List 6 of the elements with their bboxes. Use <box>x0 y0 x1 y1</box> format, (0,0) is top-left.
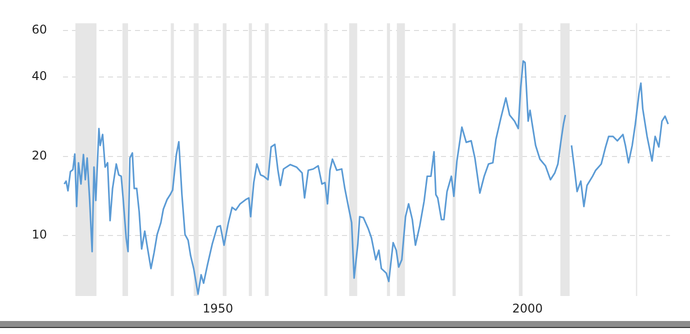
y-tick-label: 40 <box>32 69 47 84</box>
x-tick-label: 2000 <box>512 301 543 316</box>
y-tick-label: 10 <box>32 228 47 242</box>
x-tick-label: 1950 <box>202 301 234 316</box>
y-tick-label: 20 <box>32 148 47 162</box>
y-tick-label: 60 <box>32 22 47 37</box>
